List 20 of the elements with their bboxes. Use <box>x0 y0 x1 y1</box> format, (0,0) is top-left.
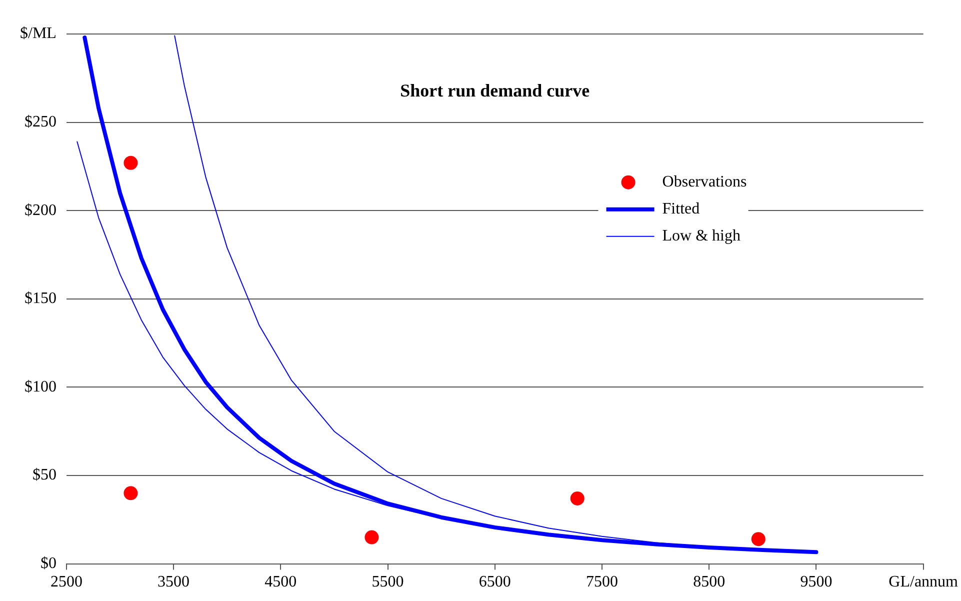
x-tick-label: 8500 <box>693 574 726 591</box>
x-tick-label: 3500 <box>158 574 190 591</box>
y-tick-label: $150 <box>24 290 56 308</box>
legend-label: Low & high <box>662 228 741 245</box>
x-tick-label: GL/annum <box>888 574 959 591</box>
text: Short run demand curve <box>400 80 590 101</box>
y-tick-label: $250 <box>24 114 56 131</box>
y-tick-label: $/ML <box>20 25 56 42</box>
x-tick-label: 7500 <box>586 574 618 591</box>
y-tick-label: $100 <box>24 378 56 396</box>
legend-label: Observations <box>662 174 747 191</box>
x-tick-label: 6500 <box>478 574 511 591</box>
x-tick-label: 9500 <box>800 574 832 591</box>
y-tick-label: $200 <box>24 202 56 219</box>
legend-label: Fitted <box>662 200 700 218</box>
x-tick-label: 5500 <box>372 574 404 591</box>
x-tick-label: 2500 <box>50 574 82 591</box>
x-tick-label: 4500 <box>264 574 297 591</box>
y-tick-label: $0 <box>40 555 56 572</box>
y-tick-label: $50 <box>32 466 56 484</box>
